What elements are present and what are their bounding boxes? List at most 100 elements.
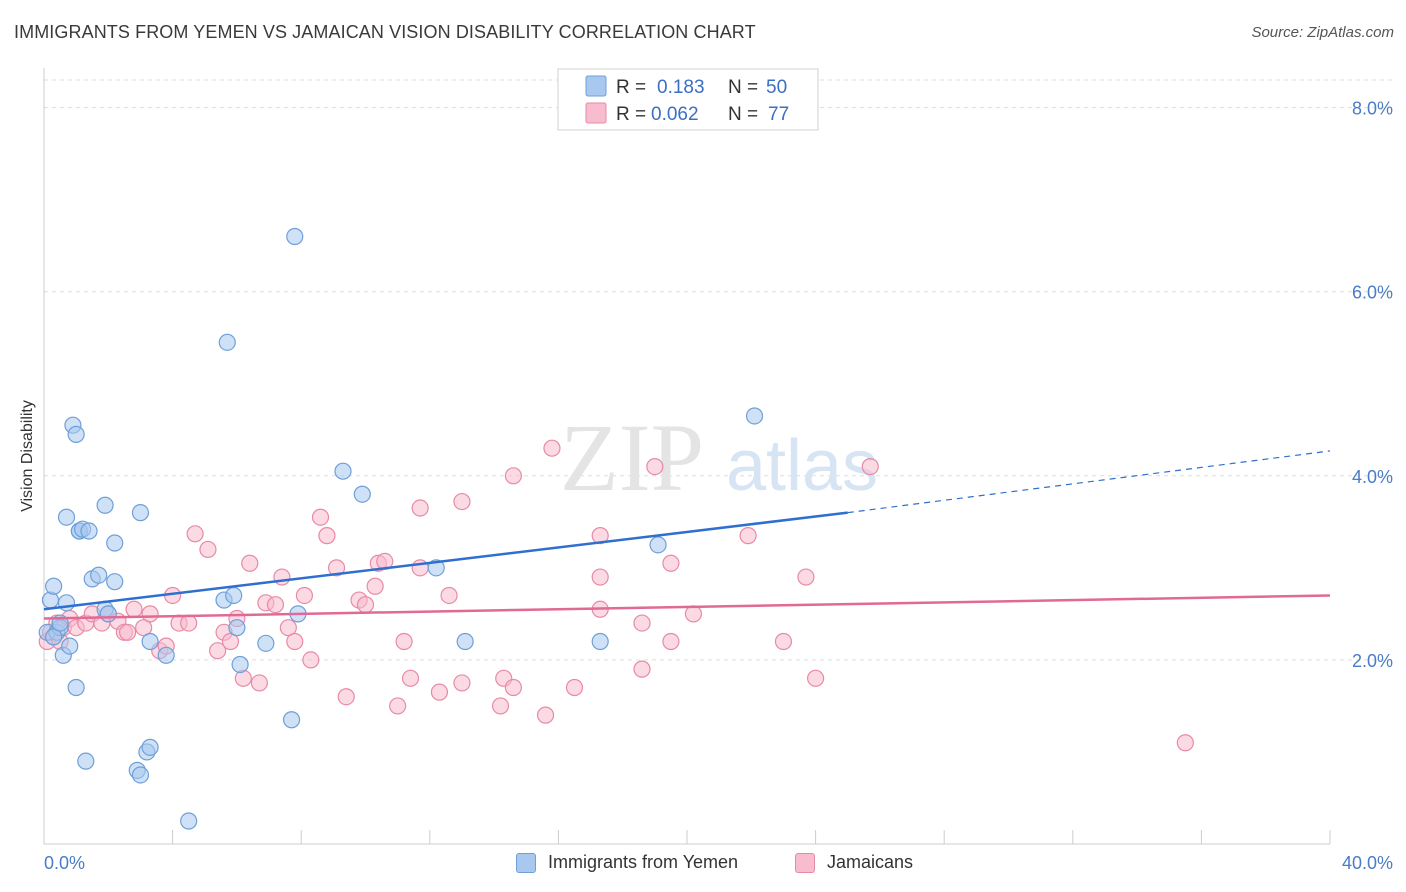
chart-title: IMMIGRANTS FROM YEMEN VS JAMAICAN VISION… — [14, 22, 756, 42]
jamaicans-point — [662, 554, 680, 572]
grid-lines — [44, 79, 1392, 661]
yemen-point — [257, 634, 275, 652]
jamaicans-point — [311, 508, 330, 526]
yemen-trend-line — [43, 511, 848, 611]
watermark: ZIP atlas — [560, 404, 878, 511]
yemen-point — [57, 508, 76, 526]
jamaicans-point — [135, 619, 153, 637]
yemen-point — [80, 522, 98, 540]
yemen-point — [61, 637, 79, 655]
yemen-point — [745, 407, 764, 425]
y-tick-label: 2.0% — [1352, 651, 1393, 671]
yemen-points — [38, 227, 764, 830]
jamaicans-point — [221, 632, 240, 651]
yemen-point — [353, 485, 371, 503]
jamaicans-point — [366, 577, 384, 595]
y-tick-label: 4.0% — [1352, 467, 1393, 487]
jamaicans-point — [1176, 734, 1194, 752]
watermark-atlas: atlas — [726, 426, 878, 506]
jamaicans-point — [430, 683, 449, 701]
jamaicans-point — [646, 458, 664, 476]
jamaicans-point — [565, 678, 584, 697]
yemen-point — [106, 534, 124, 552]
n-label-blue: N = — [728, 77, 758, 98]
jamaicans-point — [295, 586, 314, 605]
jamaicans-point — [186, 525, 204, 543]
jamaicans-point — [662, 632, 680, 651]
jamaicans-point — [337, 688, 355, 706]
yemen-trend-extension — [847, 450, 1331, 514]
jamaicans-point — [318, 527, 336, 545]
legend-item-yemen[interactable]: Immigrants from Yemen — [516, 852, 738, 873]
jamaicans-point — [356, 596, 375, 614]
yemen-point — [96, 496, 114, 514]
jamaicans-point — [411, 499, 429, 517]
jamaicans-point — [491, 697, 510, 715]
jamaicans-point — [180, 614, 198, 632]
jamaicans-point — [861, 458, 879, 476]
jamaicans-point — [389, 697, 407, 715]
jamaicans-points — [38, 439, 1194, 752]
yemen-point — [45, 628, 63, 646]
jamaicans-point — [806, 669, 825, 687]
yemen-point — [334, 462, 352, 480]
stats-legend: R = 0.183 N = 50 R = 0.062 N = 77 — [557, 68, 819, 131]
legend-swatch-yemen — [516, 852, 536, 873]
watermark-zip: ZIP — [560, 404, 704, 511]
yemen-point — [427, 559, 445, 577]
yemen-point — [99, 605, 117, 623]
jamaicans-point — [504, 678, 522, 697]
jamaicans-point — [395, 632, 413, 651]
yemen-point — [106, 573, 124, 591]
yemen-point — [131, 504, 150, 522]
yemen-point — [649, 536, 667, 554]
legend-item-jamaicans[interactable]: Jamaicans — [795, 852, 913, 873]
yemen-point — [157, 646, 175, 664]
r-label-pink: R = — [616, 104, 646, 125]
jamaicans-point — [209, 642, 227, 660]
jamaicans-point — [543, 439, 561, 457]
yemen-point — [231, 655, 249, 674]
jamaicans-point — [684, 605, 703, 623]
jamaicans-point — [241, 554, 259, 572]
source-credit: Source: ZipAtlas.com — [1251, 24, 1394, 41]
x-tick-label-max: 40.0% — [1342, 853, 1393, 873]
jamaicans-point — [453, 492, 471, 511]
yemen-point — [591, 632, 609, 651]
yemen-point — [67, 678, 85, 697]
series-legend: Immigrants from Yemen Jamaicans — [0, 852, 1406, 876]
yemen-point — [131, 766, 150, 784]
jamaicans-point — [302, 651, 320, 669]
y-tick-label: 6.0% — [1352, 283, 1393, 303]
y-tick-label: 8.0% — [1352, 99, 1393, 119]
r-label-blue: R = — [616, 77, 646, 98]
jamaicans-point — [141, 605, 159, 623]
jamaicans-trend-line — [43, 594, 1331, 620]
yemen-point — [228, 619, 246, 637]
jamaicans-point — [125, 600, 143, 618]
jamaicans-point — [273, 568, 291, 586]
jamaicans-point — [633, 614, 651, 632]
yemen-point — [77, 752, 95, 770]
r-value-blue: 0.183 — [657, 77, 705, 98]
n-label-pink: N = — [728, 104, 758, 125]
x-tick-label-min: 0.0% — [44, 853, 85, 873]
jamaicans-point — [440, 586, 458, 605]
legend-label-jamaicans: Jamaicans — [827, 852, 914, 872]
n-value-pink: 77 — [768, 104, 789, 125]
yemen-point — [90, 566, 108, 584]
legend-label-yemen: Immigrants from Yemen — [548, 852, 739, 872]
yemen-point — [180, 812, 198, 830]
n-value-blue: 50 — [766, 77, 787, 98]
stats-legend-pink-swatch — [585, 102, 607, 124]
yemen-point — [282, 711, 301, 729]
jamaicans-point — [327, 559, 346, 577]
yemen-point — [286, 227, 304, 246]
jamaicans-point — [453, 674, 471, 692]
jamaicans-point — [266, 596, 285, 614]
jamaicans-point — [504, 467, 522, 485]
jamaicans-point — [279, 619, 297, 637]
jamaicans-point — [536, 706, 555, 724]
r-value-pink: 0.062 — [651, 104, 699, 125]
